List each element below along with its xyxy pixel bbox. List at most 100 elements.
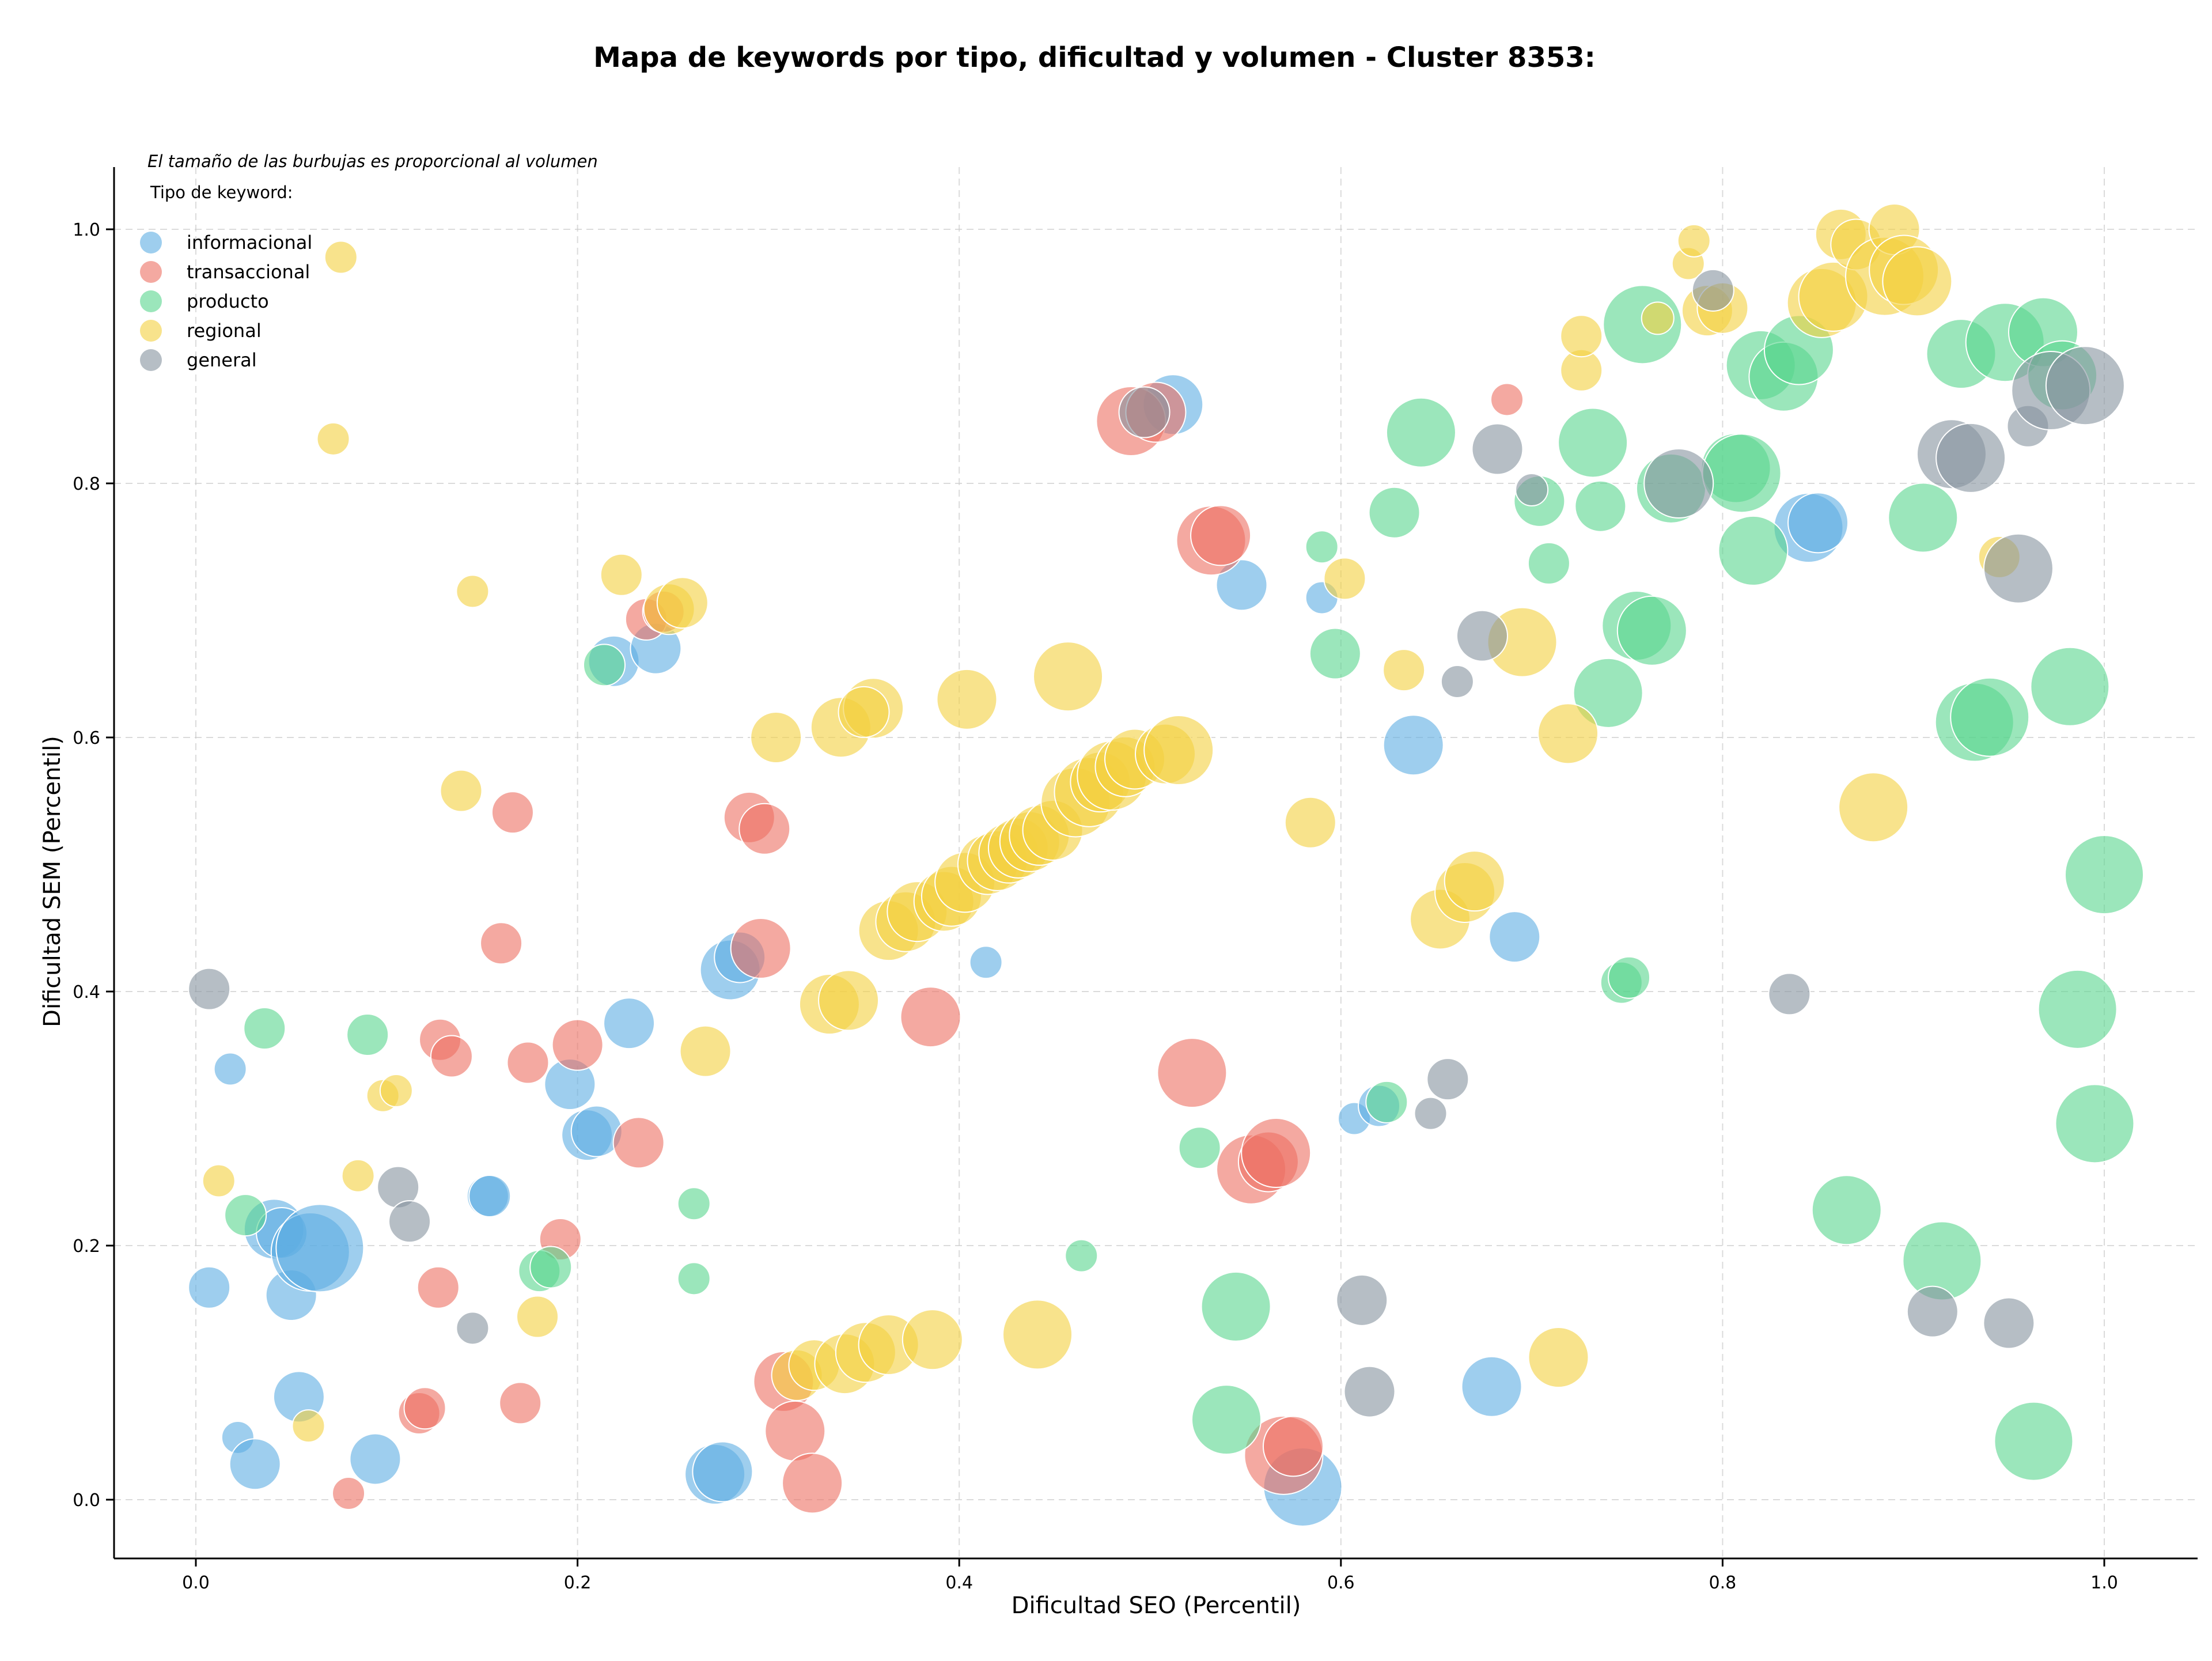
bubble-informacional — [1461, 1356, 1522, 1417]
bubble-transaccional — [551, 1019, 604, 1071]
bubble-producto — [1811, 1175, 1882, 1246]
bubble-general — [1983, 1297, 2035, 1349]
bubble-producto — [529, 1246, 573, 1289]
bubble-regional — [324, 240, 358, 274]
bubble-producto — [2030, 646, 2110, 727]
bubble-informacional — [349, 1433, 402, 1485]
bubble-regional — [1528, 1327, 1589, 1388]
bubble-informacional — [229, 1438, 281, 1490]
bubble-informacional — [213, 1052, 247, 1086]
bubble-regional — [600, 553, 643, 596]
bubble-general — [1515, 473, 1549, 507]
chart-title: Mapa de keywords por tipo, dificultad y … — [593, 41, 1596, 74]
legend-title: Tipo de keyword: — [150, 183, 293, 202]
bubble-producto — [677, 1262, 711, 1296]
bubble-regional — [656, 577, 709, 629]
legend: informacional transaccional producto region… — [140, 232, 312, 371]
bubble-transaccional — [1490, 383, 1524, 417]
bubble-regional — [1537, 703, 1599, 765]
y-axis-label: Dificultad SEM (Percentil) — [39, 736, 66, 1027]
bubble-producto — [1702, 433, 1782, 513]
bubble-transaccional — [332, 1476, 366, 1510]
bubble-producto — [1305, 530, 1339, 564]
bubble-general — [1456, 610, 1508, 662]
x-tick-label: 0.8 — [1709, 1573, 1737, 1593]
bubble-transaccional — [499, 1382, 542, 1425]
bubble-producto — [1200, 1271, 1271, 1342]
bubble-general — [1906, 1285, 1959, 1338]
bubble-producto — [1888, 482, 1959, 553]
bubble-producto — [1574, 480, 1627, 532]
bubble-transaccional — [480, 922, 523, 965]
x-tick-label: 0.4 — [945, 1573, 973, 1593]
bubble-general — [1414, 1096, 1448, 1130]
legend-label-informacional: informacional — [187, 232, 312, 253]
bubble-transaccional — [1262, 1416, 1324, 1477]
bubble-transaccional — [416, 1266, 460, 1309]
bubble-regional — [1002, 1299, 1073, 1370]
bubble-transaccional — [1190, 505, 1252, 566]
y-tick-label: 1.0 — [73, 220, 100, 240]
bubble-general — [1118, 386, 1171, 438]
bubble-transaccional — [1241, 1118, 1312, 1189]
bubble-producto — [1178, 1126, 1221, 1170]
legend-label-transaccional: transaccional — [187, 261, 310, 283]
bubble-general — [2045, 346, 2125, 426]
series-regional — [202, 203, 2021, 1443]
bubble-transaccional — [738, 803, 791, 855]
bubble-transaccional — [430, 1035, 473, 1078]
bubble-informacional — [1382, 714, 1444, 776]
bubble-transaccional — [764, 1400, 826, 1462]
y-tick-label: 0.0 — [73, 1490, 100, 1511]
x-tick-label: 0.2 — [564, 1573, 592, 1593]
bubble-regional — [818, 970, 880, 1031]
bubble-general — [456, 1311, 490, 1345]
bubble-regional — [1284, 796, 1336, 849]
bubble-general — [1643, 448, 1714, 519]
bubble-regional — [679, 1025, 732, 1077]
bubble-transaccional — [612, 1117, 665, 1169]
bubble-general — [1983, 533, 2054, 604]
bubble-transaccional — [506, 1041, 550, 1084]
bubble-producto — [1994, 1401, 2074, 1481]
bubble-regional — [1143, 715, 1214, 786]
bubble-general — [188, 967, 231, 1011]
bubble-informacional — [1215, 559, 1268, 611]
bubble-informacional — [692, 1441, 753, 1503]
legend-label-regional: regional — [187, 320, 262, 342]
bubble-producto — [1558, 407, 1628, 478]
bubble-general — [1471, 423, 1524, 475]
bubble-regional — [750, 712, 802, 763]
bubble-producto — [1527, 542, 1570, 585]
bubble-regional — [456, 574, 490, 608]
series-general — [188, 268, 2125, 1418]
bubble-general — [1768, 973, 1811, 1016]
bubble-general — [1426, 1058, 1469, 1101]
bubble-informacional — [969, 945, 1003, 979]
bubble-producto — [582, 644, 626, 687]
bubbles — [188, 203, 2144, 1527]
y-tick-label: 0.6 — [73, 728, 100, 748]
bubble-producto — [346, 1013, 389, 1056]
bubble-general — [1343, 1365, 1396, 1418]
bubble-regional — [1838, 772, 1909, 843]
bubble-producto — [2055, 1084, 2135, 1164]
bubble-general — [1936, 422, 2006, 493]
x-tick-label: 1.0 — [2090, 1573, 2118, 1593]
bubble-informacional — [468, 1175, 512, 1218]
bubble-general — [1440, 664, 1474, 698]
bubble-regional — [1882, 246, 1953, 317]
bubble-regional — [202, 1164, 236, 1198]
bubble-regional — [341, 1159, 375, 1193]
bubble-regional — [1444, 850, 1505, 912]
bubble-producto — [1616, 595, 1687, 666]
bubble-producto — [1065, 1239, 1099, 1273]
bubble-transaccional — [900, 986, 961, 1048]
bubble-regional — [936, 668, 998, 730]
bubble-regional — [902, 1309, 963, 1371]
legend-marker-general — [140, 349, 162, 371]
bubble-transaccional — [403, 1387, 446, 1430]
bubble-regional — [838, 686, 890, 738]
bubble-regional — [1560, 315, 1603, 358]
